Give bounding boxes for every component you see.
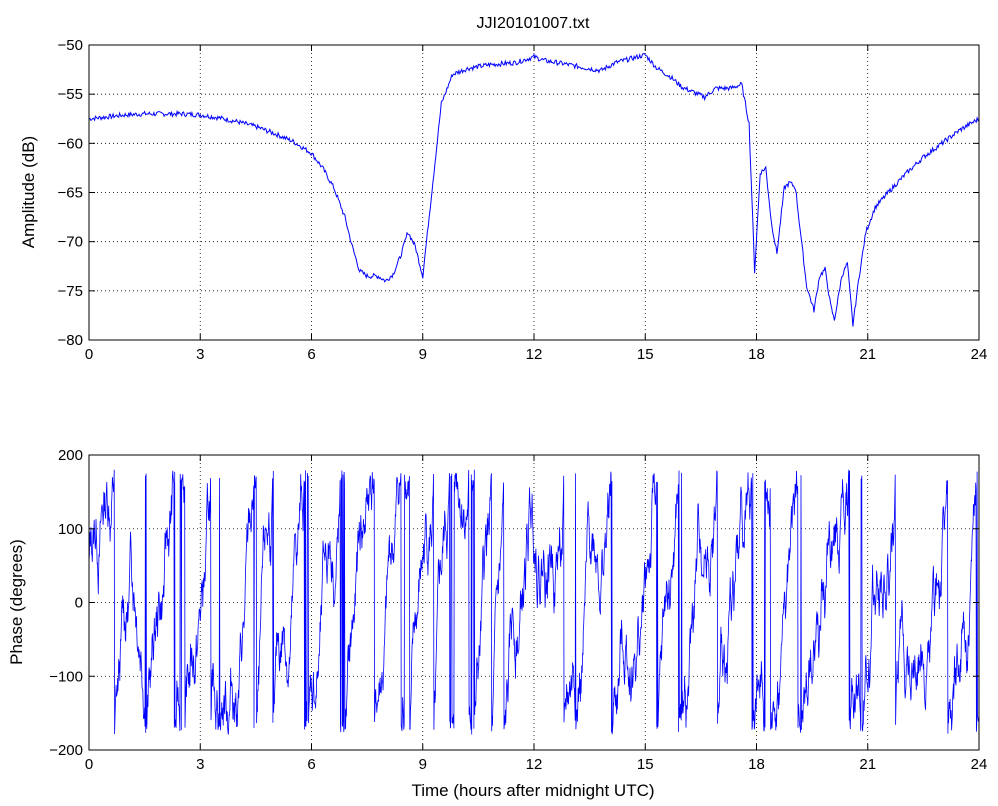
amplitude-x-tick-label: 6 bbox=[307, 346, 315, 363]
amplitude-x-tick-label: 9 bbox=[419, 346, 427, 363]
phase-x-tick-label: 0 bbox=[85, 756, 93, 773]
amplitude-x-tick-label: 0 bbox=[85, 346, 93, 363]
phase-y-axis-label: Phase (degrees) bbox=[7, 539, 26, 665]
amplitude-axes: 0 3 6 9 12 15 18 21 24 −80 −75 −70 −65 −60 −55 −50 bbox=[58, 37, 988, 363]
phase-x-tick-label: 3 bbox=[196, 756, 204, 773]
phase-y-tick-label: 0 bbox=[75, 595, 83, 612]
phase-y-tick-label: −100 bbox=[49, 668, 83, 685]
phase-axes: 0 3 6 9 12 15 18 21 24 −200 −100 0 100 200 bbox=[49, 447, 987, 773]
phase-y-tick-label: 200 bbox=[58, 447, 83, 464]
amplitude-y-tick-label: −80 bbox=[58, 332, 83, 349]
phase-y-tick-label: −200 bbox=[49, 742, 83, 759]
phase-x-tick-label: 18 bbox=[748, 756, 765, 773]
amplitude-series-line bbox=[88, 52, 980, 327]
amplitude-y-tick-label: −55 bbox=[58, 86, 83, 103]
amplitude-y-tick-label: −50 bbox=[58, 37, 83, 54]
phase-x-tick-label: 24 bbox=[971, 756, 988, 773]
phase-x-tick-label: 12 bbox=[526, 756, 543, 773]
amplitude-y-tick-label: −75 bbox=[58, 283, 83, 300]
chart-title: JJI20101007.txt bbox=[477, 15, 591, 32]
amplitude-y-tick-label: −65 bbox=[58, 185, 83, 202]
phase-x-tick-label: 6 bbox=[307, 756, 315, 773]
phase-series-line bbox=[88, 469, 980, 735]
phase-x-axis-label: Time (hours after midnight UTC) bbox=[411, 781, 654, 800]
amplitude-y-axis-label: Amplitude (dB) bbox=[19, 136, 38, 248]
phase-y-tick-label: 100 bbox=[58, 521, 83, 538]
amplitude-y-tick-label: −60 bbox=[58, 135, 83, 152]
amplitude-x-tick-label: 15 bbox=[637, 346, 654, 363]
amplitude-x-tick-label: 3 bbox=[196, 346, 204, 363]
phase-x-tick-label: 9 bbox=[419, 756, 427, 773]
amplitude-x-tick-label: 18 bbox=[748, 346, 765, 363]
amplitude-x-tick-label: 24 bbox=[971, 346, 988, 363]
amplitude-x-tick-label: 21 bbox=[859, 346, 876, 363]
amplitude-x-tick-label: 12 bbox=[526, 346, 543, 363]
phase-x-tick-label: 15 bbox=[637, 756, 654, 773]
phase-x-tick-label: 21 bbox=[859, 756, 876, 773]
amplitude-y-tick-label: −70 bbox=[58, 234, 83, 251]
